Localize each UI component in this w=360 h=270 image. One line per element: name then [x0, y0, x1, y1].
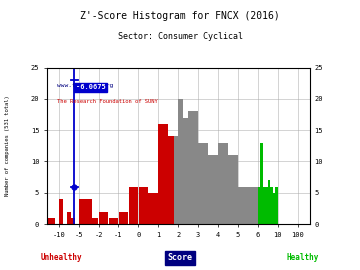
Text: Sector: Consumer Cyclical: Sector: Consumer Cyclical: [117, 32, 243, 41]
Bar: [92, 218, 99, 224]
Bar: [79, 199, 85, 224]
Bar: [148, 193, 158, 224]
Bar: [263, 187, 265, 224]
Bar: [99, 212, 108, 224]
Bar: [208, 155, 218, 224]
Bar: [85, 199, 92, 224]
Bar: [270, 187, 273, 224]
Bar: [268, 180, 270, 224]
Text: Number of companies (531 total): Number of companies (531 total): [5, 95, 10, 196]
Bar: [183, 118, 188, 224]
Bar: [238, 187, 248, 224]
Bar: [109, 218, 118, 224]
Bar: [67, 212, 71, 224]
Bar: [198, 143, 208, 224]
Text: Score: Score: [167, 253, 193, 262]
Bar: [218, 143, 228, 224]
Bar: [51, 218, 55, 224]
Bar: [47, 218, 51, 224]
Bar: [158, 124, 168, 224]
Bar: [71, 218, 75, 224]
Bar: [178, 99, 183, 224]
Bar: [119, 212, 128, 224]
Bar: [273, 193, 275, 224]
Bar: [39, 212, 43, 224]
Bar: [260, 143, 263, 224]
Bar: [265, 187, 268, 224]
Text: Healthy: Healthy: [286, 253, 319, 262]
Bar: [129, 187, 138, 224]
Bar: [258, 187, 260, 224]
Bar: [59, 199, 63, 224]
Bar: [248, 187, 258, 224]
Bar: [168, 136, 174, 224]
Text: The Research Foundation of SUNY: The Research Foundation of SUNY: [57, 99, 158, 104]
Text: Unhealthy: Unhealthy: [40, 253, 82, 262]
Bar: [175, 136, 178, 224]
Text: -6.0675: -6.0675: [76, 85, 106, 90]
Bar: [139, 187, 148, 224]
Bar: [228, 155, 238, 224]
Text: www.textbiz.org: www.textbiz.org: [57, 83, 113, 88]
Bar: [188, 111, 198, 224]
Bar: [275, 187, 278, 224]
Text: Z'-Score Histogram for FNCX (2016): Z'-Score Histogram for FNCX (2016): [80, 11, 280, 21]
